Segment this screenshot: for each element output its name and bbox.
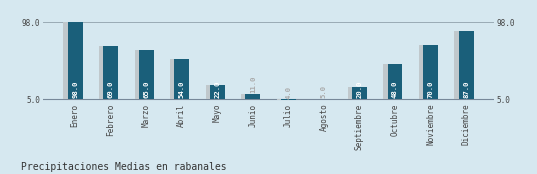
Bar — [68, 22, 83, 99]
Bar — [383, 64, 401, 99]
Bar — [423, 45, 438, 99]
Bar — [241, 94, 258, 99]
Text: 4.0: 4.0 — [285, 86, 292, 99]
Bar — [281, 99, 296, 100]
Bar — [459, 31, 474, 99]
Text: 70.0: 70.0 — [427, 81, 433, 98]
Bar — [277, 99, 294, 100]
Text: 48.0: 48.0 — [392, 81, 398, 98]
Bar — [99, 46, 116, 99]
Text: 5.0: 5.0 — [321, 85, 327, 98]
Text: 87.0: 87.0 — [463, 81, 469, 98]
Text: 98.0: 98.0 — [72, 81, 78, 98]
Bar — [388, 64, 402, 99]
Text: 22.0: 22.0 — [214, 81, 220, 98]
Text: 11.0: 11.0 — [250, 76, 256, 93]
Bar — [352, 87, 367, 99]
Text: 20.0: 20.0 — [357, 81, 362, 98]
Bar — [210, 85, 225, 99]
Bar — [419, 45, 436, 99]
Text: Precipitaciones Medias en rabanales: Precipitaciones Medias en rabanales — [21, 162, 227, 172]
Bar — [135, 50, 151, 99]
Text: 54.0: 54.0 — [179, 81, 185, 98]
Bar — [206, 85, 223, 99]
Bar — [139, 50, 154, 99]
Bar — [348, 87, 365, 99]
Bar — [170, 59, 187, 99]
Text: 69.0: 69.0 — [108, 81, 114, 98]
Bar — [63, 22, 81, 99]
Bar — [454, 31, 471, 99]
Text: 65.0: 65.0 — [143, 81, 149, 98]
Bar — [175, 59, 189, 99]
Bar — [103, 46, 118, 99]
Bar — [245, 94, 260, 99]
